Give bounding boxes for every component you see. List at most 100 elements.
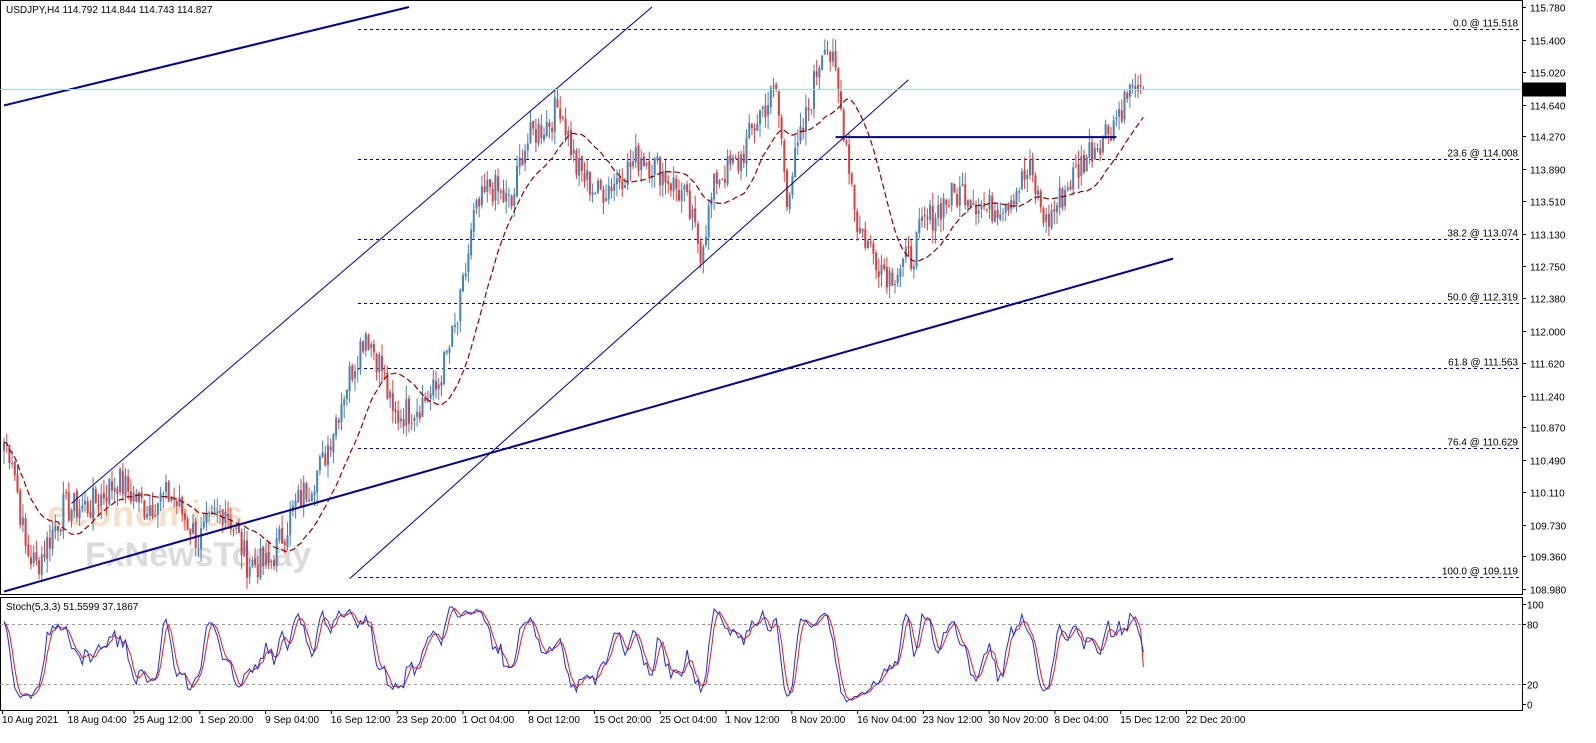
candle-body (264, 553, 267, 566)
candle-body (43, 553, 46, 558)
candle-body (823, 49, 826, 55)
candle-body (594, 193, 597, 195)
candle-body (821, 55, 824, 70)
candle-body (678, 190, 680, 201)
candle-body (48, 537, 51, 549)
candle-body (869, 242, 872, 244)
candle-body (435, 381, 437, 390)
candle-body (13, 461, 16, 476)
candle-body (421, 397, 424, 417)
candle-body (526, 143, 529, 151)
candle-body (848, 144, 851, 174)
x-tick-label: 15 Oct 20:00 (594, 715, 652, 726)
candle-body (621, 180, 624, 190)
candle-body (135, 493, 138, 502)
trendline-rising-support (3, 257, 1174, 593)
candle-body (116, 488, 119, 494)
candle-body (232, 529, 235, 531)
candle-body (138, 492, 140, 503)
candle-body (561, 116, 564, 119)
y-tick-label: 110.110 (1530, 489, 1565, 500)
candle-body (175, 501, 178, 506)
candle-body (564, 118, 567, 136)
candle-body (1061, 188, 1064, 208)
candle-body (362, 341, 365, 352)
candle-body (683, 185, 686, 190)
candle-body (783, 140, 786, 172)
candle-body (270, 560, 273, 562)
candle-body (108, 479, 111, 504)
candle-body (642, 156, 645, 167)
x-tick-label: 23 Sep 20:00 (397, 715, 457, 726)
candle-body (283, 541, 286, 546)
candle-body (502, 189, 505, 202)
candle-body (899, 268, 902, 277)
candle-body (364, 333, 367, 351)
candle-body (75, 490, 78, 518)
candle-body (148, 505, 151, 516)
candle-body (381, 356, 383, 371)
candle-body (602, 189, 605, 203)
candle-body (680, 190, 683, 202)
candle-body (372, 343, 375, 353)
candle-body (259, 548, 262, 578)
candle-body (1123, 91, 1126, 120)
candle-body (567, 130, 570, 136)
candle-body (1096, 148, 1099, 150)
candle-body (648, 161, 651, 177)
candle-body (556, 99, 559, 108)
candle-body (340, 404, 343, 423)
candle-body (953, 183, 956, 193)
x-tick-label: 30 Nov 20:00 (989, 715, 1049, 726)
candle-body (613, 183, 616, 191)
candle-body (988, 194, 991, 210)
candle-body (610, 186, 613, 191)
y-tick-label: 115.780 (1530, 4, 1566, 15)
candle-body (192, 523, 194, 534)
candle-body (586, 170, 589, 180)
candle-body (605, 198, 608, 201)
candle-body (993, 210, 996, 222)
candle-body (624, 185, 626, 188)
candle-body (518, 157, 521, 167)
candle-body (202, 521, 205, 528)
candle-body (912, 266, 915, 270)
candle-body (345, 389, 348, 400)
candle-body (294, 500, 297, 507)
candle-body (316, 470, 319, 493)
candle-body (165, 482, 167, 492)
candle-body (915, 231, 918, 267)
candle-body (831, 51, 834, 62)
candle-body (842, 109, 845, 141)
candle-body (921, 216, 923, 221)
candle-body (1045, 214, 1048, 222)
candle-body (516, 166, 518, 196)
candle-body (162, 493, 165, 495)
candle-body (24, 518, 27, 546)
y-tick-label: 110.870 (1530, 424, 1566, 435)
candle-body (532, 120, 535, 129)
x-tick-label: 8 Dec 04:00 (1054, 715, 1108, 726)
current-price-label: 114.827 (1527, 86, 1563, 97)
candle-body (111, 481, 113, 491)
candle-body (254, 558, 257, 566)
candle-body (181, 497, 184, 515)
candle-body (588, 171, 591, 195)
x-tick-label: 16 Sep 12:00 (331, 715, 391, 726)
candle-body (877, 271, 880, 277)
candle-body (810, 109, 813, 111)
candle-body (156, 503, 159, 516)
candle-body (51, 529, 54, 549)
candle-body (86, 501, 89, 514)
candle-body (173, 498, 176, 500)
candle-body (367, 335, 370, 350)
candle-body (634, 147, 637, 163)
candle-body (675, 178, 678, 189)
candle-body (84, 500, 86, 505)
candle-body (281, 527, 284, 544)
candle-body (926, 217, 929, 220)
candle-body (656, 156, 659, 161)
candle-body (237, 525, 240, 534)
candle-body (629, 162, 632, 168)
candle-body (597, 180, 599, 193)
